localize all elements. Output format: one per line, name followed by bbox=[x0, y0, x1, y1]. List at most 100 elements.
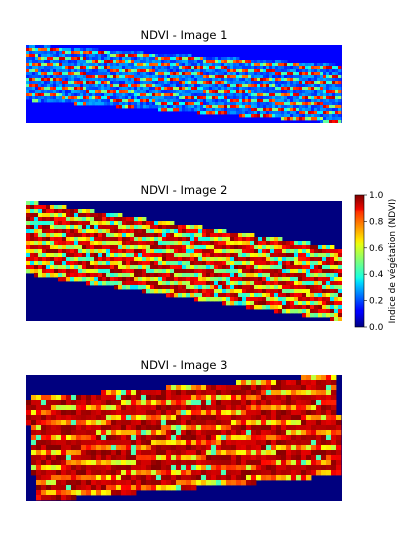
heat-cell bbox=[146, 261, 151, 266]
heat-cell bbox=[50, 51, 54, 55]
heat-cell bbox=[306, 289, 311, 294]
heat-cell bbox=[338, 96, 342, 100]
heat-cell bbox=[181, 445, 187, 451]
heat-cell bbox=[281, 475, 287, 481]
heat-cell bbox=[140, 96, 144, 100]
heat-cell bbox=[206, 480, 212, 486]
heat-cell bbox=[62, 273, 67, 278]
heat-cell bbox=[106, 265, 111, 270]
heat-cell bbox=[190, 237, 195, 242]
heat-cell bbox=[78, 269, 83, 274]
heat-cell bbox=[286, 455, 292, 461]
heat-cell bbox=[158, 269, 163, 274]
heat-cell bbox=[302, 309, 307, 314]
heat-cell bbox=[119, 84, 123, 88]
heat-cell bbox=[271, 460, 277, 466]
heat-cell bbox=[308, 75, 312, 79]
heat-cell bbox=[254, 265, 259, 270]
heat-cell bbox=[82, 253, 87, 258]
heat-cell bbox=[111, 430, 117, 436]
heat-cell bbox=[254, 305, 259, 310]
heat-cell bbox=[256, 405, 262, 411]
heat-cell bbox=[331, 440, 337, 446]
heat-cell bbox=[310, 257, 315, 262]
heat-cell bbox=[94, 253, 99, 258]
heat-cell bbox=[188, 63, 192, 67]
heat-cell bbox=[101, 435, 107, 441]
heat-cell bbox=[251, 69, 255, 73]
panel-3: NDVI - Image 3 bbox=[26, 358, 342, 501]
heat-cell bbox=[82, 241, 87, 246]
heat-cell bbox=[56, 93, 60, 97]
heat-cell bbox=[251, 460, 257, 466]
heat-cell bbox=[305, 69, 309, 73]
heat-cell bbox=[98, 81, 102, 85]
heat-cell bbox=[142, 269, 147, 274]
heat-cell bbox=[30, 241, 35, 246]
heat-cell bbox=[286, 253, 291, 258]
heat-cell bbox=[194, 66, 198, 70]
heat-cell bbox=[198, 257, 203, 262]
heat-cell bbox=[50, 237, 55, 242]
heat-cell bbox=[329, 87, 333, 91]
heat-cell bbox=[130, 285, 135, 290]
heat-cell bbox=[98, 66, 102, 70]
heat-cell bbox=[242, 81, 246, 85]
heat-cell bbox=[151, 480, 157, 486]
heat-cell bbox=[322, 273, 327, 278]
heat-cell bbox=[286, 450, 292, 456]
heat-cell bbox=[194, 69, 198, 73]
heat-cell bbox=[121, 465, 127, 471]
heat-cell bbox=[296, 72, 300, 76]
heat-cell bbox=[230, 273, 235, 278]
heat-cell bbox=[174, 233, 179, 238]
heat-cell bbox=[164, 108, 168, 112]
heat-cell bbox=[290, 105, 294, 109]
heat-cell bbox=[151, 435, 157, 441]
heat-cell bbox=[194, 241, 199, 246]
heat-cell bbox=[311, 78, 315, 82]
heat-cell bbox=[126, 405, 132, 411]
heat-cell bbox=[41, 90, 45, 94]
heat-cell bbox=[62, 81, 66, 85]
heat-cell bbox=[126, 261, 131, 266]
heat-cell bbox=[250, 289, 255, 294]
heat-cell bbox=[182, 87, 186, 91]
heat-cell bbox=[125, 81, 129, 85]
heat-cell bbox=[94, 277, 99, 282]
heat-cell bbox=[56, 405, 62, 411]
heat-cell bbox=[155, 84, 159, 88]
heat-cell bbox=[158, 93, 162, 97]
heat-cell bbox=[142, 257, 147, 262]
heat-cell bbox=[170, 60, 174, 64]
heat-cell bbox=[298, 269, 303, 274]
heat-cell bbox=[260, 87, 264, 91]
heat-cell bbox=[38, 213, 43, 218]
heat-cell bbox=[156, 455, 162, 461]
heat-cell bbox=[230, 245, 235, 250]
heat-cell bbox=[62, 87, 66, 91]
heat-cell bbox=[186, 233, 191, 238]
heat-cell bbox=[226, 415, 232, 421]
heat-cell bbox=[335, 81, 339, 85]
heat-cell bbox=[281, 470, 287, 476]
heat-cell bbox=[71, 75, 75, 79]
heat-cell bbox=[188, 96, 192, 100]
heat-cell bbox=[71, 465, 77, 471]
heat-cell bbox=[47, 96, 51, 100]
heat-cell bbox=[54, 225, 59, 230]
heat-cell bbox=[227, 105, 231, 109]
heat-cell bbox=[106, 257, 111, 262]
heat-cell bbox=[29, 60, 33, 64]
heat-cell bbox=[113, 54, 117, 58]
heat-cell bbox=[125, 93, 129, 97]
heat-cell bbox=[290, 84, 294, 88]
heat-cell bbox=[114, 245, 119, 250]
heat-cell bbox=[98, 277, 103, 282]
heat-cell bbox=[44, 45, 48, 49]
heat-cell bbox=[61, 450, 67, 456]
heat-cell bbox=[201, 420, 207, 426]
heat-cell bbox=[296, 445, 302, 451]
heat-cell bbox=[46, 490, 52, 496]
heat-cell bbox=[128, 93, 132, 97]
